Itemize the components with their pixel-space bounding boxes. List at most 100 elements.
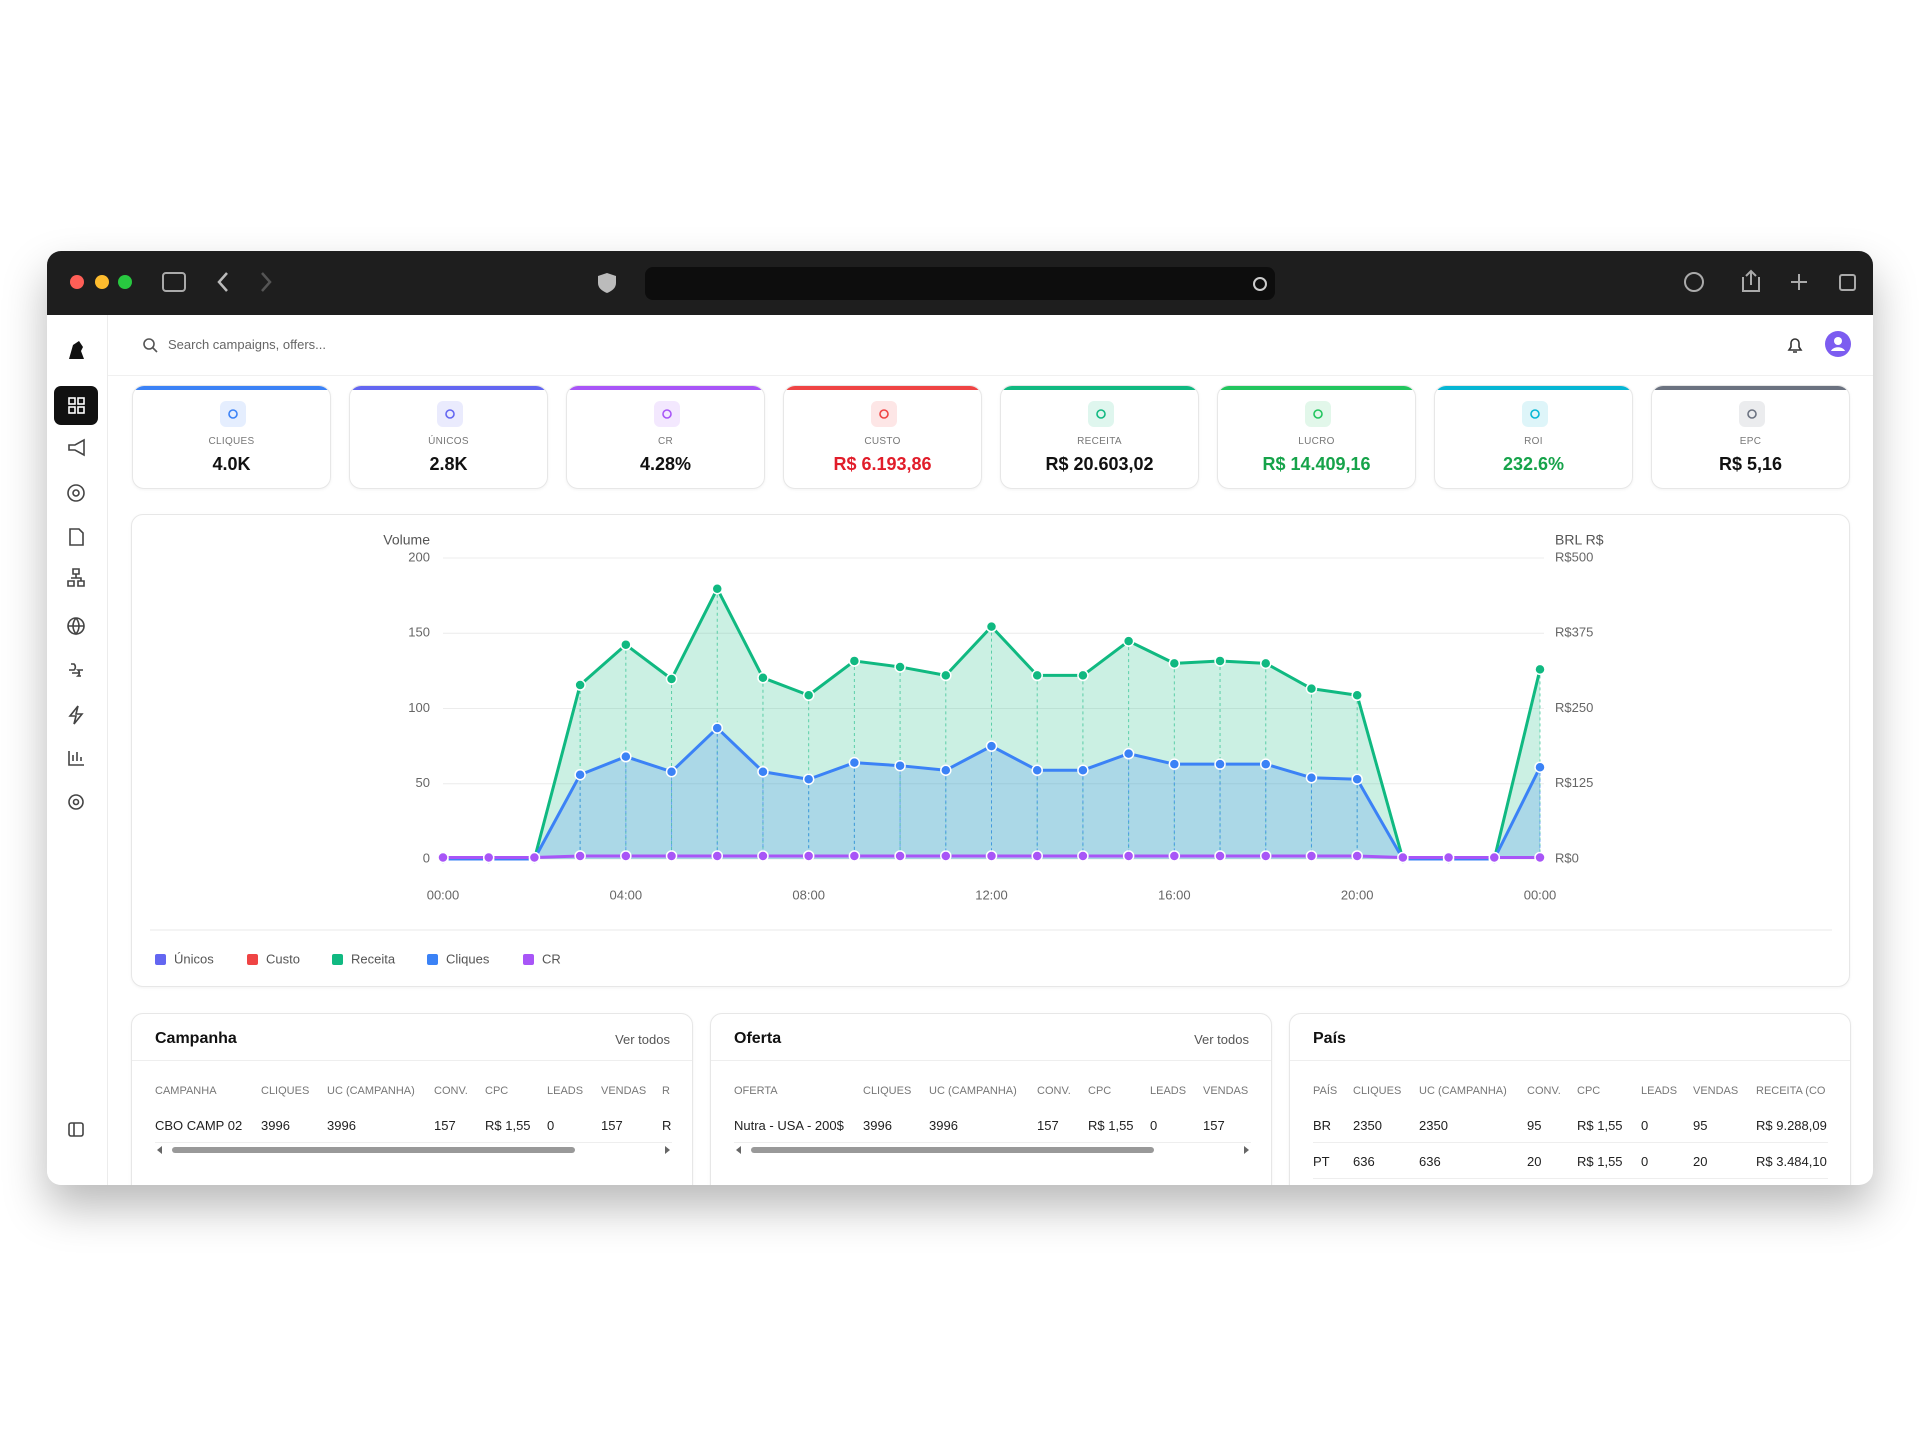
legend-swatch [332,954,343,965]
kpi-label: CLIQUES [208,436,255,447]
sidebar-toggle[interactable] [162,272,186,292]
browser-window: Search campaigns, offers... Volume BRL R… [47,251,1873,1185]
kpi-glyph-shape [445,409,455,419]
x-tick-label: 04:00 [610,887,643,902]
horizontal-scrollbar [736,1146,1249,1154]
table-cell: R$ 1,55 [1577,1154,1623,1169]
point [1488,851,1501,864]
privacy-icon[interactable] [598,273,616,293]
table: PAÍS CLIQUES UC (CAMPANHA) CONV. CPC LEADS VEN… [1313,1074,1828,1185]
forward-button[interactable] [261,272,272,292]
x-tick-label: 00:00 [427,887,460,902]
point [1534,663,1546,676]
scroll-right[interactable] [665,1146,670,1154]
column-header: LEADS [1150,1085,1187,1097]
kpi-glyph-shape [1747,409,1757,419]
point [985,850,998,862]
nav-campaigns[interactable] [68,438,85,457]
zoom-button[interactable] [118,275,132,289]
downloads-button[interactable] [1684,272,1704,292]
point [1168,657,1181,670]
table-cell: 3996 [929,1118,958,1133]
scroll-left[interactable] [157,1146,162,1154]
y2-tick-label: R$250 [1555,700,1593,715]
scroll-thumb[interactable] [751,1147,1154,1153]
kpi-card: EPC R$ 5,16 [1651,385,1850,489]
point [1260,758,1272,770]
nav-automations[interactable] [68,705,84,725]
collapse-sidebar[interactable] [68,1122,84,1137]
kpi-accent [133,386,330,390]
scroll-thumb[interactable] [172,1147,575,1153]
x-tick-label: 08:00 [792,887,825,902]
column-header: CPC [1088,1085,1112,1097]
address-bar[interactable] [645,267,1275,300]
user-avatar[interactable] [1824,330,1852,358]
table-cell: R$ 1,55 [485,1118,531,1133]
point [1351,689,1363,702]
column-header: LEADS [547,1085,584,1097]
y2-tick-label: R$0 [1555,850,1579,865]
nav-files[interactable] [69,528,84,546]
kpi-glyph-shape [1313,409,1323,419]
view-all-link[interactable]: Ver todos [615,1032,670,1047]
nav-network[interactable] [67,568,85,587]
minimize-button[interactable] [95,275,109,289]
kpi-value: 2.8K [429,454,468,474]
scroll-left[interactable] [736,1146,741,1154]
y2-tick-label: R$125 [1555,775,1593,790]
table-card: Campanha Ver todos CAMPANHA CLIQUES UC (CAMP… [131,1013,693,1185]
table: CAMPANHA CLIQUES UC (CAMPANHA) CONV. CPC LEAD… [155,1074,672,1185]
kpi-value: R$ 14.409,16 [1262,454,1371,474]
table-cell: R$ 3.484,10 [1756,1154,1827,1169]
y-axis-title: Volume [383,532,430,548]
column-header: LEADS [1641,1085,1678,1097]
kpi-card: CUSTO R$ 6.193,86 [783,385,982,489]
new-tab-button[interactable] [1791,274,1807,290]
kpi-label: EPC [1739,436,1762,447]
kpi-accent [1001,386,1198,390]
point [1031,764,1043,776]
notifications-button[interactable] [1784,334,1806,356]
kpi-glyph [1313,409,1323,419]
nav-reports[interactable] [68,751,84,766]
column-header: UC (CAMPANHA) [929,1085,1017,1097]
kpi-glyph-shape [879,409,889,419]
kpi-card: CLIQUES 4.0K [132,385,331,489]
kpi-accent [1652,386,1849,390]
column-header: UC (CAMPANHA) [327,1085,415,1097]
point [574,679,586,691]
nav-dashboard-active[interactable] [54,386,98,425]
column-header: CONV. [1037,1085,1071,1097]
point [665,673,678,685]
nav-settings[interactable] [68,794,84,810]
close-button[interactable] [70,275,84,289]
scroll-right[interactable] [1244,1146,1249,1154]
nav-targets[interactable] [67,484,85,502]
legend-label: Únicos [174,951,214,966]
share-button[interactable] [1742,269,1760,292]
tabs-button[interactable] [1839,274,1856,291]
point [757,672,769,684]
kpi-label: LUCRO [1298,436,1335,447]
point [1168,850,1181,862]
reload-button[interactable] [1253,277,1267,291]
search-input[interactable]: Search campaigns, offers... [168,337,327,352]
point [1214,758,1226,770]
view-all-link[interactable]: Ver todos [1194,1032,1249,1047]
title-bar [47,251,1873,315]
kpi-label: RECEITA [1077,436,1122,447]
point [1122,747,1135,760]
point [1305,682,1318,695]
table: OFERTA CLIQUES UC (CAMPANHA) CONV. CPC LEADS V… [734,1074,1251,1185]
table-title: Oferta [734,1030,782,1047]
back-button[interactable] [217,272,228,292]
table-header-divider [711,1060,1271,1061]
nav-links[interactable] [69,663,83,677]
top-bar: Search campaigns, offers... [108,315,1873,376]
kpi-icon [1739,401,1765,427]
point [848,850,861,862]
kpi-accent [1435,386,1632,390]
logo[interactable] [69,341,84,359]
row-divider [734,1142,1251,1143]
